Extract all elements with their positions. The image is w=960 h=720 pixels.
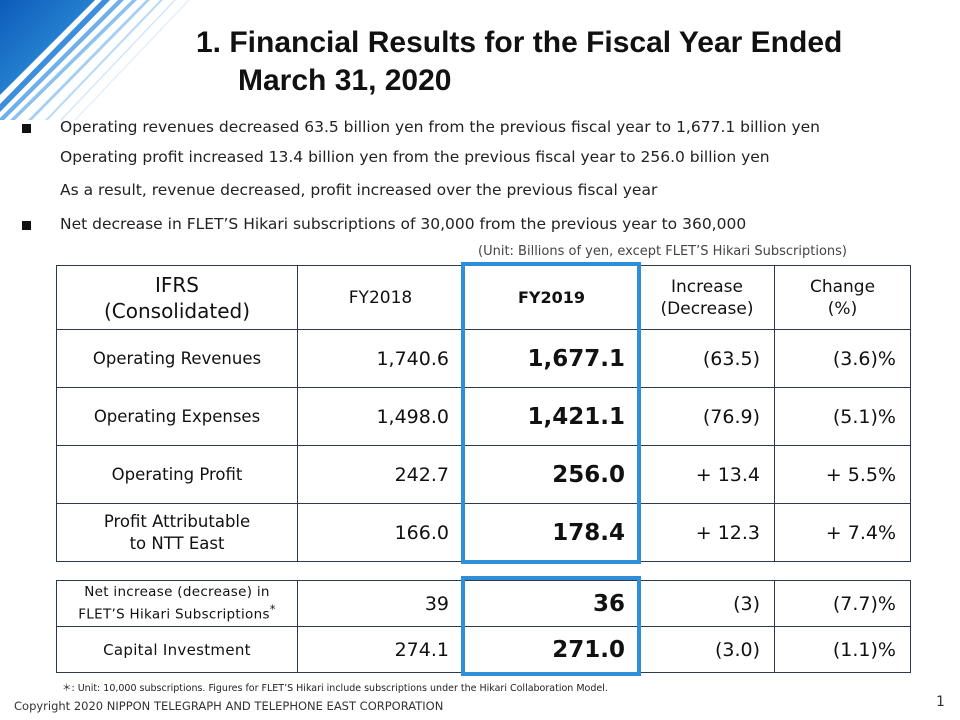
cell-change: (5.1)% (774, 387, 911, 446)
header-increase: Increase (Decrease) (639, 265, 775, 330)
title-line-2: March 31, 2020 (238, 64, 452, 97)
row-label: Operating Profit (56, 445, 298, 504)
subscriptions-capex-table: Net increase (decrease) in FLET’S Hikari… (56, 580, 911, 673)
table-row: Operating Revenues 1,740.6 1,677.1 (63.5… (56, 329, 911, 388)
table-row: Profit Attributable to NTT East 166.0 178… (56, 503, 911, 562)
row-label: Capital Investment (56, 626, 298, 673)
footnote-marker: * (269, 603, 276, 617)
row-label: Operating Revenues (56, 329, 298, 388)
table-header-row: IFRS (Consolidated) FY2018 FY2019 Increas… (56, 265, 911, 330)
page-number: 1 (936, 694, 945, 710)
header-ifrs: IFRS (Consolidated) (56, 265, 298, 330)
cell-fy2018: 166.0 (297, 503, 464, 562)
cell-change: + 7.4% (774, 503, 911, 562)
header-change: Change (%) (774, 265, 911, 330)
header-fy2018: FY2018 (297, 265, 464, 330)
cell-increase: (76.9) (639, 387, 775, 446)
table-row: Net increase (decrease) in FLET’S Hikari… (56, 580, 911, 627)
copyright: Copyright 2020 NIPPON TELEGRAPH AND TELE… (14, 699, 444, 713)
cell-fy2018: 1,498.0 (297, 387, 464, 446)
footnote: ＊: Unit: 10,000 subscriptions. Figures f… (62, 683, 608, 694)
cell-increase: + 12.3 (639, 503, 775, 562)
table-row: Capital Investment 274.1 271.0 (3.0) (1.… (56, 626, 911, 673)
page-title: 1. Financial Results for the Fiscal Year… (196, 24, 956, 100)
square-bullet-icon (22, 221, 31, 230)
cell-fy2019: 1,421.1 (463, 387, 640, 446)
cell-increase: + 13.4 (639, 445, 775, 504)
cell-fy2018: 1,740.6 (297, 329, 464, 388)
cell-change: (1.1)% (774, 626, 911, 673)
cell-change: (7.7)% (774, 580, 911, 627)
cell-increase: (3) (639, 580, 775, 627)
table-row: Operating Profit 242.7 256.0 + 13.4 + 5.… (56, 445, 911, 504)
cell-fy2019: 256.0 (463, 445, 640, 504)
cell-fy2018: 242.7 (297, 445, 464, 504)
row-label: Operating Expenses (56, 387, 298, 446)
cell-fy2019: 36 (463, 580, 640, 627)
table-row: Operating Expenses 1,498.0 1,421.1 (76.9… (56, 387, 911, 446)
header-fy2019: FY2019 (463, 265, 640, 330)
corner-stripes-decoration (0, 0, 190, 120)
cell-change: (3.6)% (774, 329, 911, 388)
cell-fy2019: 1,677.1 (463, 329, 640, 388)
square-bullet-icon (22, 124, 31, 133)
cell-fy2018: 274.1 (297, 626, 464, 673)
row-label: Net increase (decrease) in FLET’S Hikari… (56, 580, 298, 627)
cell-change: + 5.5% (774, 445, 911, 504)
cell-increase: (63.5) (639, 329, 775, 388)
row-label: Profit Attributable to NTT East (56, 503, 298, 562)
cell-increase: (3.0) (639, 626, 775, 673)
financial-results-table: IFRS (Consolidated) FY2018 FY2019 Increas… (56, 265, 911, 562)
cell-fy2019: 178.4 (463, 503, 640, 562)
cell-fy2019: 271.0 (463, 626, 640, 673)
unit-note: (Unit: Billions of yen, except FLET’S Hi… (478, 244, 847, 259)
cell-fy2018: 39 (297, 580, 464, 627)
title-line-1: 1. Financial Results for the Fiscal Year… (196, 26, 843, 59)
